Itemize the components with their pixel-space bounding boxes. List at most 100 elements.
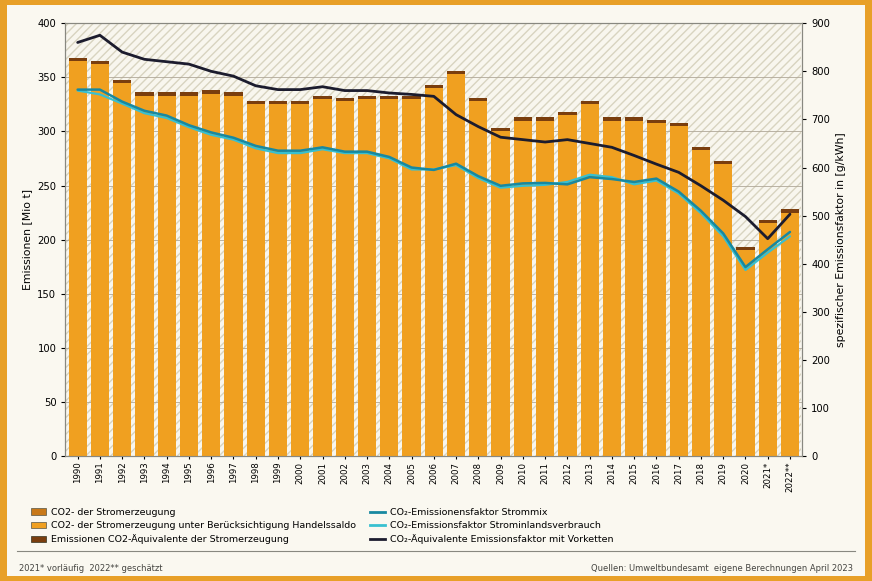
Bar [313, 99, 331, 456]
Bar [714, 164, 732, 456]
Bar [558, 112, 576, 456]
Bar [581, 105, 599, 456]
Bar [358, 99, 376, 456]
Bar [492, 131, 510, 456]
Bar [469, 98, 487, 456]
Bar [269, 105, 287, 456]
Bar [647, 123, 665, 456]
Bar [759, 220, 777, 456]
Bar [780, 213, 799, 456]
Bar [469, 101, 487, 456]
Bar [113, 80, 132, 456]
Bar [536, 117, 555, 456]
Text: Quellen: Umweltbundesamt  eigene Berechnungen April 2023: Quellen: Umweltbundesamt eigene Berechnu… [591, 564, 853, 572]
Bar [670, 126, 688, 456]
Bar [403, 96, 420, 456]
Bar [380, 96, 399, 456]
Bar [625, 121, 644, 456]
Bar [492, 128, 510, 456]
Bar [670, 123, 688, 456]
Bar [492, 131, 510, 456]
Bar [291, 105, 310, 456]
Bar [736, 250, 754, 456]
Bar [780, 213, 799, 456]
Bar [180, 92, 198, 456]
Bar [69, 61, 87, 456]
Bar [202, 94, 221, 456]
Bar [691, 146, 710, 456]
Bar [180, 96, 198, 456]
Bar [91, 61, 109, 456]
Bar [291, 101, 310, 456]
Bar [69, 61, 87, 456]
Bar [581, 105, 599, 456]
Bar [336, 101, 354, 456]
Bar [670, 126, 688, 456]
Y-axis label: Emissionen [Mio t]: Emissionen [Mio t] [22, 189, 31, 290]
Bar [158, 96, 176, 456]
Bar [247, 101, 265, 456]
Bar [759, 224, 777, 456]
Bar [558, 115, 576, 456]
Bar [603, 117, 621, 456]
Bar [403, 99, 420, 456]
Bar [536, 121, 555, 456]
Bar [224, 92, 242, 456]
Bar [425, 85, 443, 456]
Bar [224, 96, 242, 456]
Bar [91, 64, 109, 456]
Text: 2021* vorläufig  2022** geschätzt: 2021* vorläufig 2022** geschätzt [19, 564, 163, 572]
Bar [714, 164, 732, 456]
Bar [135, 92, 153, 456]
Bar [603, 121, 621, 456]
Bar [313, 99, 331, 456]
Bar [358, 99, 376, 456]
Bar [313, 96, 331, 456]
Y-axis label: spezifischer Emissionsfaktor in [g/kWh]: spezifischer Emissionsfaktor in [g/kWh] [835, 132, 846, 347]
Bar [358, 96, 376, 456]
Bar [780, 209, 799, 456]
Bar [469, 101, 487, 456]
Bar [336, 101, 354, 456]
Bar [247, 105, 265, 456]
Bar [625, 117, 644, 456]
Bar [625, 121, 644, 456]
Bar [447, 71, 465, 456]
Bar [336, 98, 354, 456]
Bar [736, 248, 754, 456]
Bar [425, 88, 443, 456]
Bar [91, 64, 109, 456]
Bar [691, 150, 710, 456]
Bar [647, 123, 665, 456]
Bar [581, 101, 599, 456]
Bar [269, 101, 287, 456]
Bar [113, 83, 132, 456]
Bar [269, 105, 287, 456]
Bar [135, 96, 153, 456]
Bar [647, 120, 665, 456]
Bar [447, 74, 465, 456]
Bar [536, 121, 555, 456]
Bar [425, 88, 443, 456]
Bar [447, 74, 465, 456]
Bar [759, 224, 777, 456]
Bar [247, 105, 265, 456]
Bar [380, 99, 399, 456]
Bar [380, 99, 399, 456]
Bar [291, 105, 310, 456]
Bar [202, 90, 221, 456]
Bar [514, 117, 532, 456]
Bar [113, 83, 132, 456]
Bar [603, 121, 621, 456]
Bar [714, 161, 732, 456]
Bar [180, 96, 198, 456]
Bar [69, 58, 87, 456]
Bar [514, 121, 532, 456]
Bar [558, 115, 576, 456]
Bar [514, 121, 532, 456]
Bar [691, 150, 710, 456]
Bar [736, 250, 754, 456]
Bar [135, 96, 153, 456]
Bar [158, 92, 176, 456]
Bar [224, 96, 242, 456]
